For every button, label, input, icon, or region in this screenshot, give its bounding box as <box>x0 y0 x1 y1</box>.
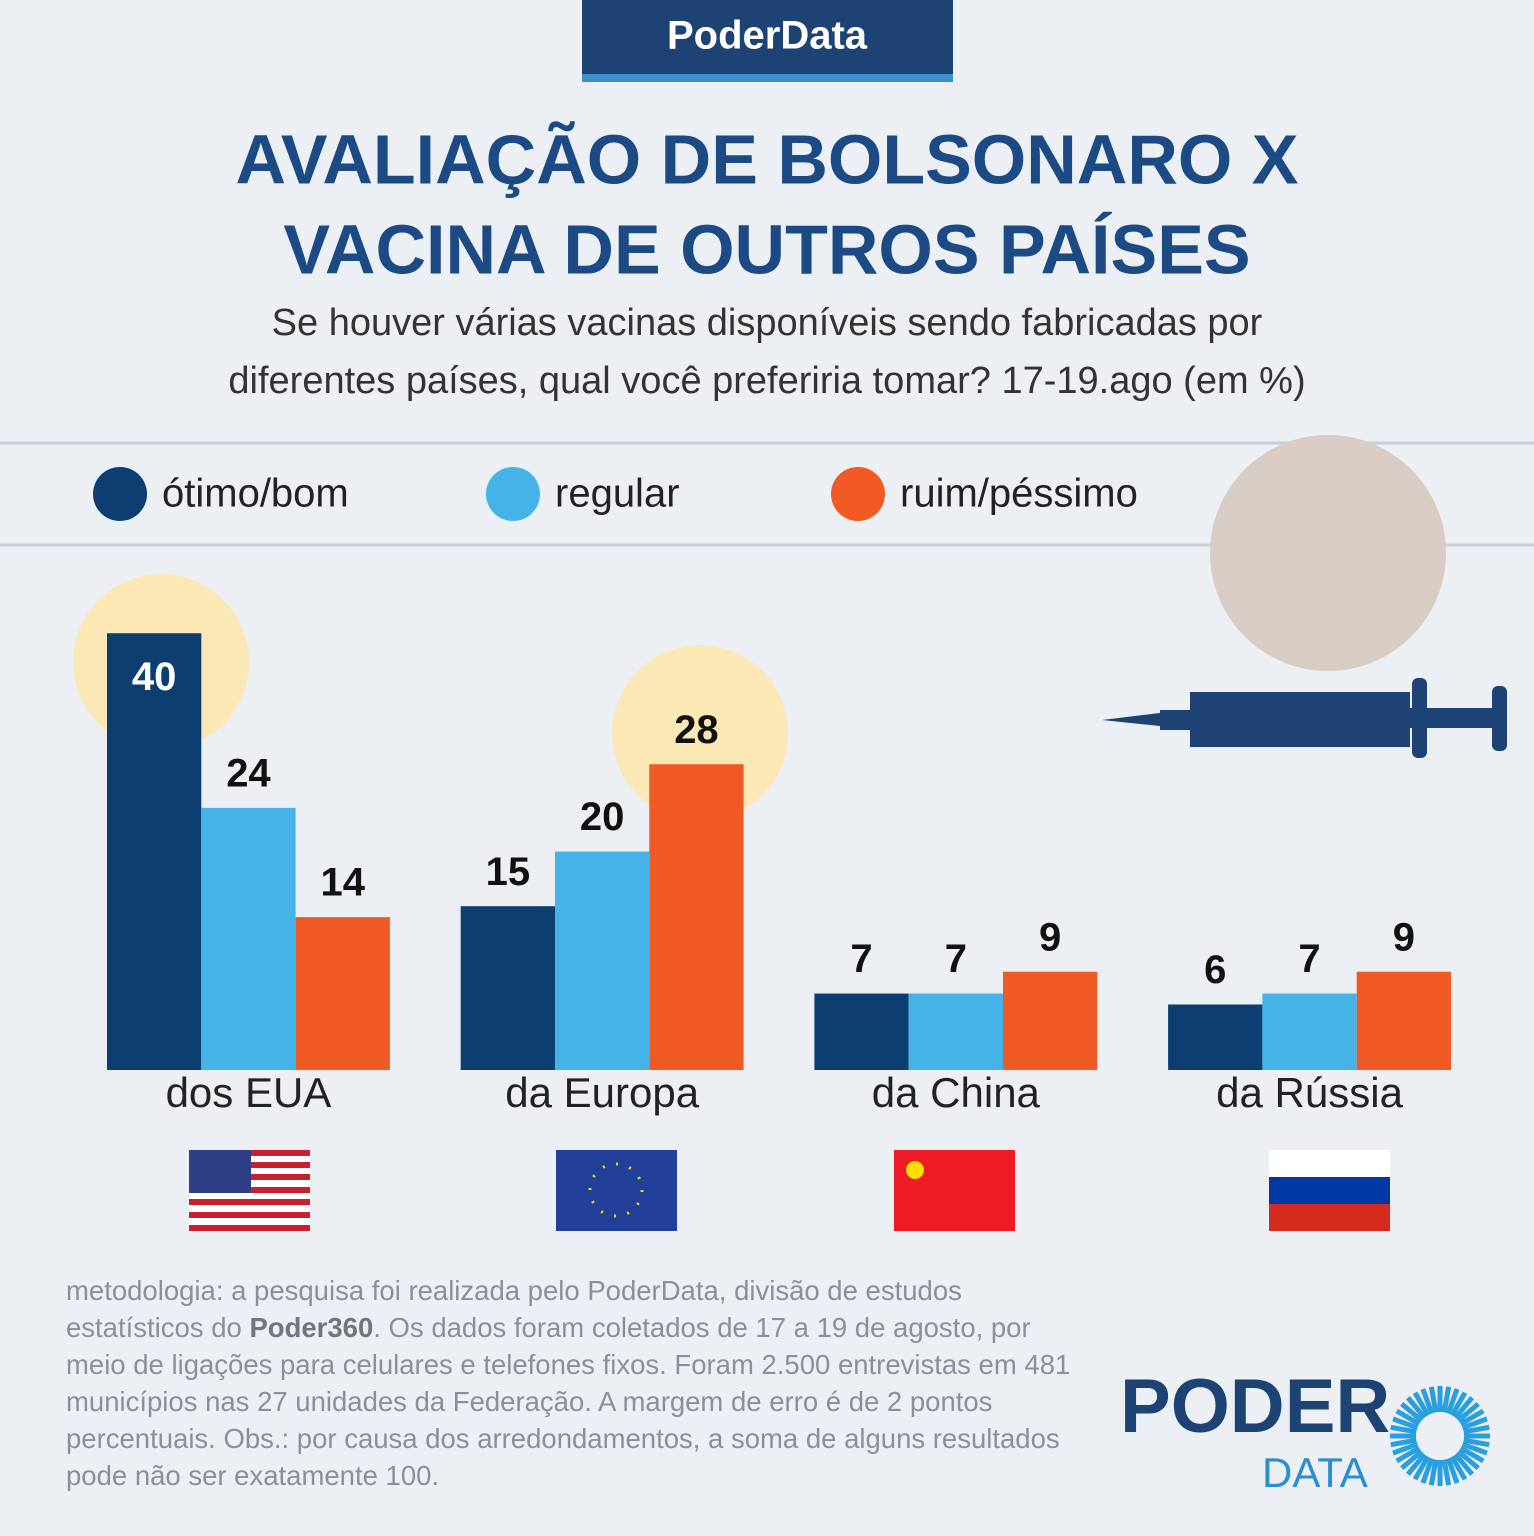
logo-ray <box>1445 1388 1460 1415</box>
footer: metodologia: a pesquisa foi realizada pe… <box>66 1272 1086 1494</box>
logo-ray <box>1428 1459 1439 1486</box>
x-tick-label: da Europa <box>505 1069 699 1116</box>
value-label: 7 <box>1298 937 1320 981</box>
logo-ray <box>1453 1452 1475 1476</box>
bar <box>814 993 909 1070</box>
value-label: 7 <box>850 937 872 981</box>
flag-china-star <box>906 1161 924 1179</box>
legend-swatch <box>93 467 147 521</box>
logo-ray <box>1390 1424 1417 1435</box>
logo-top: PODER <box>1120 1364 1390 1449</box>
logo-ray <box>1441 1386 1452 1413</box>
value-label: 9 <box>1039 915 1061 959</box>
bar <box>555 851 650 1070</box>
logo-ray <box>1463 1437 1490 1448</box>
header-box <box>582 0 953 74</box>
logo-ray <box>1456 1401 1480 1423</box>
legend-label: ruim/péssimo <box>900 472 1138 516</box>
footer-text: . Os dados foram coletados de 17 a 19 de… <box>66 1312 1071 1491</box>
logo-sun <box>1390 1386 1490 1486</box>
logo-ray <box>1412 1455 1431 1481</box>
legend-label: ótimo/bom <box>162 472 349 516</box>
bar <box>295 917 390 1070</box>
flag-eu-stars <box>588 1162 644 1218</box>
bar <box>460 906 555 1070</box>
footer-bold: Poder360 <box>249 1312 374 1343</box>
logo-ray <box>1390 1437 1417 1448</box>
flag-usa <box>189 1150 310 1231</box>
logo-ray <box>1420 1388 1435 1415</box>
photo <box>1210 435 1446 671</box>
logo-ray <box>1395 1408 1421 1427</box>
value-label: 6 <box>1204 948 1226 992</box>
logo-ray <box>1461 1441 1488 1456</box>
flag-russia <box>1269 1150 1390 1231</box>
logo-bottom: DATA <box>1262 1449 1368 1496</box>
subtitle: diferentes países, qual você preferiria … <box>228 360 1305 402</box>
legend-swatch <box>831 467 885 521</box>
x-tick-label: da China <box>872 1069 1041 1116</box>
chart-title: AVALIAÇÃO DE BOLSONARO X <box>236 120 1299 198</box>
logo-ray <box>1395 1445 1421 1464</box>
header: PoderData <box>667 14 868 58</box>
chart-title: VACINA DE OUTROS PAÍSES <box>283 210 1250 288</box>
bar <box>649 764 744 1070</box>
value-label: 40 <box>132 655 177 699</box>
logo-ray <box>1420 1457 1435 1484</box>
bar <box>1356 971 1451 1070</box>
logo-ray <box>1445 1457 1460 1484</box>
value-label: 20 <box>580 795 625 839</box>
footer-text: metodologia: a pesquisa foi realizada pe… <box>66 1275 962 1343</box>
syringe <box>1102 678 1507 758</box>
logo-ray <box>1449 1455 1468 1481</box>
logo-ray <box>1400 1401 1424 1423</box>
logo-ray <box>1412 1391 1431 1417</box>
logo-ray <box>1428 1386 1439 1413</box>
bar <box>1168 1004 1263 1070</box>
logo-ray <box>1459 1445 1485 1464</box>
logo-ray <box>1463 1424 1490 1435</box>
value-label: 15 <box>486 850 531 894</box>
value-label: 7 <box>945 937 967 981</box>
bar <box>1262 993 1357 1070</box>
flag-eu <box>556 1150 677 1231</box>
logo-ray <box>1459 1408 1485 1427</box>
bar <box>1003 971 1098 1070</box>
bar <box>107 633 202 1070</box>
legend-swatch <box>486 467 540 521</box>
logo-ray <box>1441 1459 1452 1486</box>
logo-ray <box>1449 1391 1468 1417</box>
bar <box>201 807 296 1070</box>
logo-ray <box>1461 1416 1488 1431</box>
logo-ray <box>1453 1396 1475 1420</box>
value-label: 14 <box>321 861 366 905</box>
logo-ray <box>1405 1452 1427 1476</box>
logo-ray <box>1392 1441 1419 1456</box>
x-tick-label: da Rússia <box>1216 1069 1403 1116</box>
value-label: 28 <box>674 708 719 752</box>
value-label: 24 <box>226 751 271 795</box>
bar <box>908 993 1003 1070</box>
subtitle: Se houver várias vacinas disponíveis sen… <box>272 302 1263 344</box>
logo-ray <box>1392 1416 1419 1431</box>
header-stripe <box>582 74 953 82</box>
x-tick-label: dos EUA <box>166 1069 332 1116</box>
logo-ray <box>1400 1449 1424 1471</box>
logo-ray <box>1405 1396 1427 1420</box>
logo-ray <box>1456 1449 1480 1471</box>
legend-label: regular <box>555 472 680 516</box>
value-label: 9 <box>1393 915 1415 959</box>
